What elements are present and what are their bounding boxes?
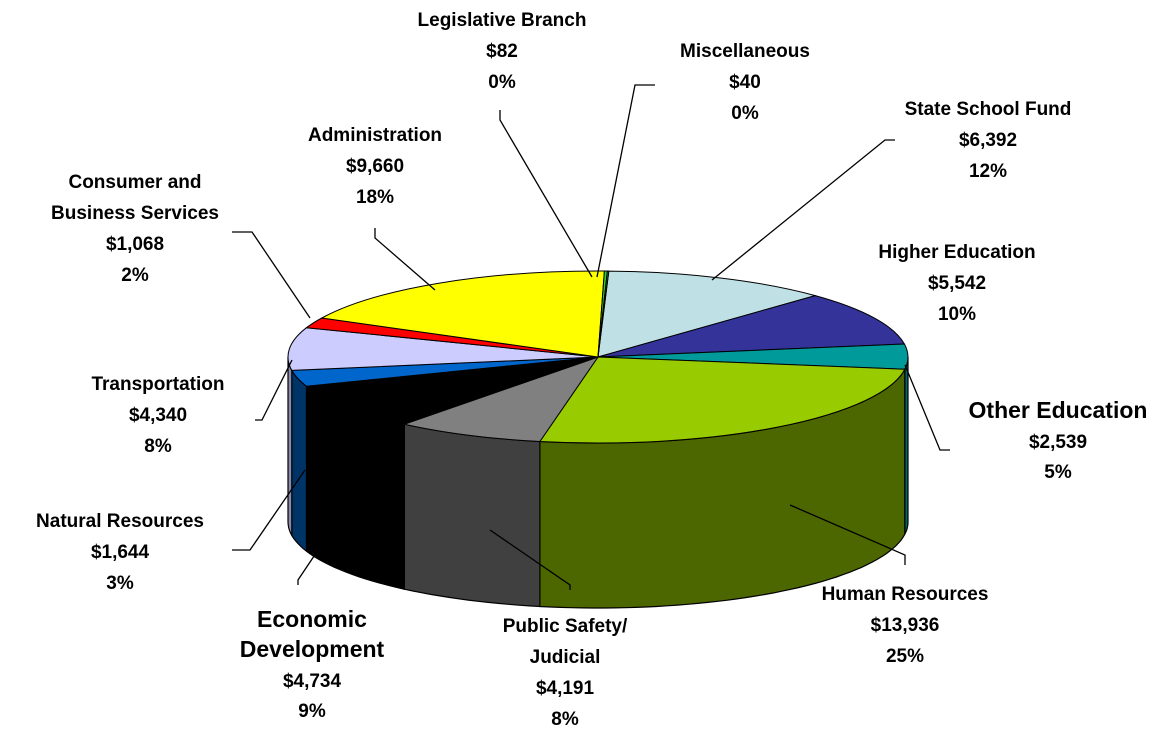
slice-transportation (287, 327, 599, 371)
label-amount: $4,340 (129, 405, 187, 426)
label-name: Judicial (530, 647, 601, 668)
label-amount: $82 (486, 41, 518, 62)
slice-side-public-safety-judicial (403, 423, 541, 608)
slice-higher-education (597, 295, 906, 358)
label-percent: 9% (298, 701, 326, 722)
label-amount: $5,542 (928, 273, 986, 294)
label-percent: 18% (356, 187, 394, 208)
slice-administration (320, 270, 605, 358)
slice-label-miscellaneous: Miscellaneous $40 0% (680, 41, 810, 124)
slice-label-other-education: Other Education $2,539 5% (969, 397, 1148, 483)
leader-line-legislative-branch (499, 110, 593, 278)
leader-line-state-school-fund (711, 139, 895, 281)
label-amount: $1,644 (91, 542, 150, 563)
leader-line-economic-development (297, 494, 356, 585)
slice-label-administration: Administration $9,660 18% (308, 125, 442, 208)
label-name: State School Fund (905, 99, 1072, 120)
slice-economic-development (305, 356, 599, 425)
slice-label-consumer-and-business-services: Consumer and Business Services $1,068 2% (51, 172, 219, 286)
label-percent: 2% (121, 265, 149, 286)
slice-label-state-school-fund: State School Fund $6,392 12% (905, 99, 1072, 182)
leader-line-other-education (904, 364, 950, 451)
leader-line-administration (374, 228, 436, 291)
label-percent: 3% (106, 573, 134, 594)
slice-human-resources (538, 356, 906, 444)
slice-miscellaneous (597, 270, 610, 358)
slice-label-human-resources: Human Resources $13,936 25% (822, 584, 989, 667)
slice-public-safety-judicial (402, 356, 600, 443)
slice-state-school-fund (597, 270, 818, 358)
label-amount: $4,734 (283, 671, 342, 692)
label-name: Development (240, 636, 385, 662)
slice-label-legislative-branch: Legislative Branch $82 0% (418, 10, 587, 93)
label-name: Economic (257, 606, 367, 632)
label-name: Transportation (91, 374, 224, 395)
label-amount: $1,068 (106, 234, 164, 255)
slice-label-natural-resources: Natural Resources $1,644 3% (36, 511, 204, 594)
label-name: Natural Resources (36, 511, 204, 532)
leader-line-human-resources (789, 504, 906, 565)
leader-line-miscellaneous (596, 84, 655, 278)
label-name: Other Education (969, 397, 1148, 423)
slice-label-economic-development: Economic Development $4,734 9% (240, 606, 385, 722)
label-name: Higher Education (878, 242, 1035, 263)
label-percent: 5% (1044, 462, 1072, 483)
label-percent: 12% (969, 161, 1007, 182)
slice-label-transportation: Transportation $4,340 8% (91, 374, 224, 457)
label-percent: 0% (488, 72, 516, 93)
label-name: Legislative Branch (418, 10, 587, 31)
label-amount: $4,191 (536, 678, 595, 699)
label-name: Human Resources (822, 584, 989, 605)
label-percent: 0% (731, 103, 759, 124)
slice-label-higher-education: Higher Education $5,542 10% (878, 242, 1035, 325)
label-name: Administration (308, 125, 442, 146)
label-percent: 8% (144, 436, 172, 457)
label-percent: 10% (938, 304, 976, 325)
leader-line-consumer-and-business-services (232, 231, 311, 319)
label-name: Business Services (51, 203, 219, 224)
slice-side-natural-resources (291, 368, 308, 553)
label-amount: $9,660 (346, 156, 404, 177)
slice-side-transportation (287, 356, 293, 536)
label-name: Miscellaneous (680, 41, 810, 62)
label-amount: $2,539 (1029, 432, 1087, 453)
label-amount: $13,936 (871, 615, 940, 636)
label-amount: $6,392 (959, 130, 1017, 151)
label-name: Public Safety/ (503, 616, 628, 637)
label-amount: $40 (729, 72, 761, 93)
label-percent: 25% (886, 646, 924, 667)
label-name: Consumer and (68, 172, 201, 193)
leader-line-natural-resources (232, 469, 306, 551)
leader-line-transportation (255, 359, 293, 421)
slice-label-public-safety-judicial: Public Safety/Judicial $4,191 8% (503, 616, 628, 730)
label-percent: 8% (551, 709, 579, 730)
leader-line-public-safety-judicial (489, 529, 571, 590)
